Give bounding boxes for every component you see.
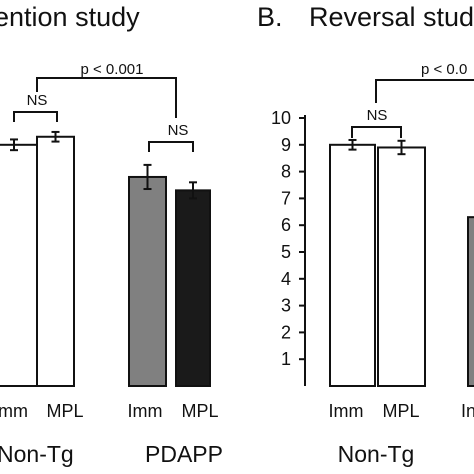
panel-b-label: B. <box>257 2 283 32</box>
panel-a-bar-0 <box>0 143 38 387</box>
panel-b-ns-bracket <box>351 126 402 138</box>
panel-b-ytick-label-7: 7 <box>281 188 291 208</box>
panel-b-ytick-label-6: 6 <box>281 215 291 235</box>
panel-b-ytick-label-4: 4 <box>281 269 291 289</box>
panel-b-title: Reversal stud <box>309 2 474 32</box>
panel-b-xtick-1: MPL <box>382 401 419 421</box>
panel-b-p-bracket <box>375 79 474 103</box>
panel-b-ytick-label-10: 10 <box>271 108 291 128</box>
panel-a-bar-1 <box>36 135 75 387</box>
panel-b-bar-0 <box>329 143 376 387</box>
panel-a-group-0: Non-Tg <box>0 441 74 467</box>
panel-b-ytick-label-1: 1 <box>281 349 291 369</box>
panel-b-xtick-0: Imm <box>329 401 364 421</box>
panel-b-ns-label: NS <box>367 107 388 124</box>
panel-b-xtick-2: In <box>461 401 474 421</box>
panel-a-title: ention study <box>0 2 140 32</box>
panel-a-ns-label-nontg: NS <box>27 92 48 109</box>
panel-a-xtick-2: Imm <box>128 401 163 421</box>
panel-b-bar-2 <box>467 216 474 387</box>
panel-a-xtick-3: MPL <box>181 401 218 421</box>
panel-a-xtick-0: Imm <box>0 401 28 421</box>
panel-b-ytick-label-2: 2 <box>281 322 291 342</box>
panel-a-ns-bracket-pdapp <box>148 141 194 152</box>
panel-a-ns-label-pdapp: NS <box>168 122 189 139</box>
panel-b-p-value-label: p < 0.0 <box>421 61 467 78</box>
panel-a-ns-bracket-nontg <box>13 111 58 122</box>
panel-a-bar-2 <box>128 175 167 387</box>
panel-a-p-bracket <box>36 77 177 118</box>
panel-b-ytick-label-8: 8 <box>281 162 291 182</box>
panel-b-ytick-label-3: 3 <box>281 296 291 316</box>
panel-a-xtick-1: MPL <box>46 401 83 421</box>
panel-a-bar-3 <box>175 189 211 387</box>
panel-b-group-0: Non-Tg <box>338 441 415 467</box>
panel-b-bar-1 <box>377 146 426 387</box>
panel-b-ytick-label-5: 5 <box>281 242 291 262</box>
panel-a-group-1: PDAPP <box>145 441 223 467</box>
panel-a-p-value-label: p < 0.001 <box>81 61 144 78</box>
panel-b-ytick-label-9: 9 <box>281 135 291 155</box>
